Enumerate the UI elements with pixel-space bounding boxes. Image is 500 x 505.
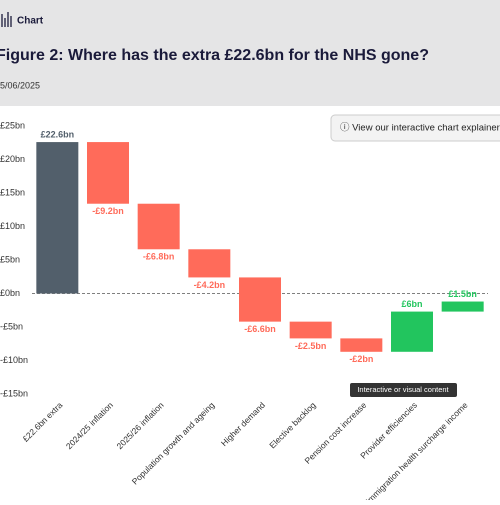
x-tick-label: Higher demand <box>219 400 267 448</box>
x-tick-label: 2025/26 inflation <box>114 400 165 451</box>
explainer-button[interactable] <box>330 114 500 142</box>
y-tick-label: £0bn <box>0 288 20 298</box>
chart-title: Figure 2: Where has the extra £22.6bn fo… <box>0 47 429 64</box>
bar <box>137 203 180 250</box>
value-label: -£9.2bn <box>92 206 124 216</box>
value-label: -£4.2bn <box>194 280 226 290</box>
bar <box>239 277 281 322</box>
tooltip <box>350 383 457 397</box>
y-tick-label: £25bn <box>0 120 25 130</box>
header-tag: Chart <box>17 16 44 27</box>
x-tick-label: Elective backlog <box>267 400 318 451</box>
y-tick-label: -£15bn <box>0 388 28 398</box>
value-label: -£6.6bn <box>244 324 276 334</box>
y-tick-label: £15bn <box>0 187 25 197</box>
value-label: £1.5bn <box>448 289 477 299</box>
chart-icon <box>1 12 12 27</box>
value-label: £22.6bn <box>41 129 75 139</box>
x-tick-label: Population growth and ageing <box>130 400 217 487</box>
bar <box>441 301 484 312</box>
y-tick-label: £5bn <box>0 254 20 264</box>
value-label: -£2.5bn <box>295 341 327 351</box>
tooltip-label: Interactive or visual content <box>357 385 449 394</box>
value-label: -£6.8bn <box>143 252 175 262</box>
x-tick-label: £22.6bn extra <box>21 400 65 444</box>
x-tick-label: 2024/25 inflation <box>64 400 115 451</box>
explainer-button-label[interactable]: ⓘ View our interactive chart explainer <box>340 123 500 134</box>
y-tick-label: -£10bn <box>0 355 28 365</box>
y-tick-label: £20bn <box>0 154 25 164</box>
bar <box>188 249 231 278</box>
value-label: -£2bn <box>349 354 373 364</box>
x-tick-label: Immigration health surcharge income <box>364 400 470 500</box>
bar <box>87 142 129 204</box>
date: 5/06/2025 <box>0 80 40 90</box>
bar <box>391 311 433 352</box>
bar <box>340 338 383 352</box>
y-tick-label: -£5bn <box>0 321 23 331</box>
value-label: £6bn <box>401 299 422 309</box>
y-tick-label: £10bn <box>0 221 25 231</box>
bar <box>36 142 79 294</box>
header-bg <box>0 0 500 106</box>
bar <box>289 321 332 339</box>
